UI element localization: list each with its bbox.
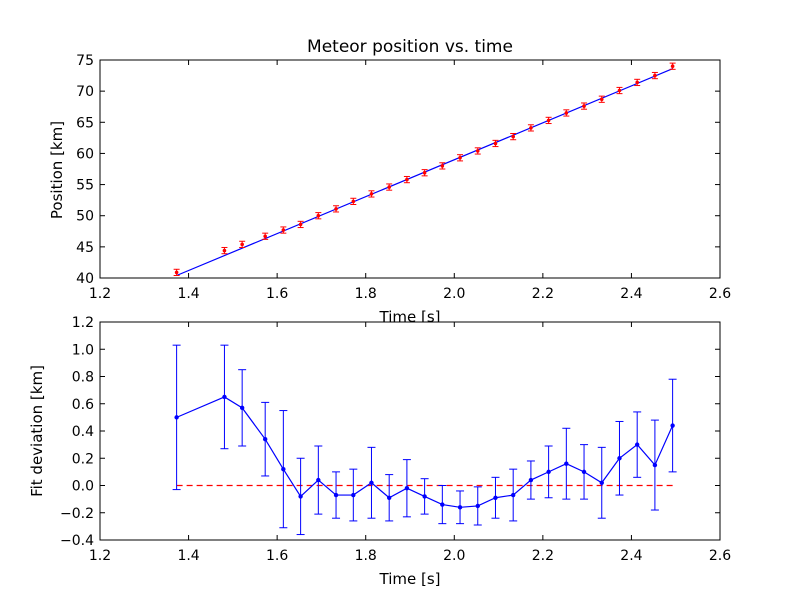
top-chart-0-xtick-label: 1.4 xyxy=(177,286,199,302)
deviation-point xyxy=(281,466,286,472)
bottom-chart-1-xtick-label: 2.4 xyxy=(620,548,642,564)
bottom-chart-ylabel: Fit deviation [km] xyxy=(28,365,46,497)
position-point xyxy=(240,242,244,247)
top-chart-0-ytick-label: 50 xyxy=(76,209,94,225)
bottom-chart-xlabel: Time [s] xyxy=(379,570,441,588)
bottom-chart-1-xtick-label: 1.6 xyxy=(266,548,288,564)
position-point xyxy=(422,170,427,175)
deviation-point xyxy=(262,436,268,442)
position-point xyxy=(369,192,374,196)
position-point xyxy=(493,141,498,146)
position-point xyxy=(635,80,639,85)
bottom-chart-1-ytick-label: 1.0 xyxy=(72,342,94,358)
deviation-point xyxy=(239,405,245,411)
top-chart-0-xtick-label: 2.2 xyxy=(532,286,554,302)
bottom-chart-1-xtick-label: 2.6 xyxy=(709,548,731,564)
deviation-point xyxy=(404,486,410,491)
deviation-point xyxy=(564,461,569,466)
position-point xyxy=(387,185,391,189)
position-point xyxy=(281,228,286,232)
deviation-point xyxy=(457,505,463,510)
bottom-chart-1-xtick-label: 1.8 xyxy=(355,548,377,564)
deviation-point xyxy=(493,495,498,500)
deviation-point xyxy=(617,456,622,461)
bottom-chart-1-ytick-label: −0.4 xyxy=(60,533,94,549)
top-chart-0-xtick-label: 1.8 xyxy=(355,286,377,302)
position-point xyxy=(440,164,445,168)
deviation-point xyxy=(222,394,227,400)
top-chart-frame xyxy=(99,59,721,279)
bottom-chart-1-ytick-label: 0.6 xyxy=(72,397,94,413)
position-point xyxy=(334,207,338,211)
bottom-chart-1-xtick-label: 1.2 xyxy=(89,548,111,564)
deviation-point xyxy=(369,480,374,485)
deviation-point xyxy=(652,462,658,468)
deviation-point xyxy=(670,423,675,428)
deviation-point xyxy=(581,469,587,475)
deviation-point xyxy=(298,494,303,499)
top-chart-0-xtick-label: 2.6 xyxy=(709,286,731,302)
deviation-point xyxy=(546,469,551,475)
deviation-point xyxy=(475,503,480,509)
top-chart-title: Meteor position vs. time xyxy=(307,37,513,57)
deviation-point xyxy=(174,415,179,420)
top-chart-0-ytick-label: 55 xyxy=(76,178,94,194)
deviation-point xyxy=(386,495,392,500)
position-point xyxy=(653,73,657,78)
deviation-point xyxy=(351,492,356,498)
top-chart-0-xtick-label: 1.6 xyxy=(266,286,288,302)
position-point xyxy=(458,155,462,160)
bottom-chart-1-ytick-label: 0.4 xyxy=(72,424,94,440)
position-point xyxy=(316,213,321,218)
deviation-point xyxy=(510,492,516,498)
bottom-chart-1-ytick-label: 0.2 xyxy=(72,451,94,467)
position-point xyxy=(617,88,622,93)
position-point xyxy=(582,104,586,108)
position-point xyxy=(670,64,675,69)
bottom-chart-1-xtick-label: 2.2 xyxy=(532,548,554,564)
deviation-point xyxy=(528,477,534,483)
bottom-chart-1-ytick-label: 0.8 xyxy=(72,370,94,386)
bottom-chart-1-ytick-label: 0.0 xyxy=(72,479,94,495)
deviation-point xyxy=(422,494,427,499)
top-chart-0-ytick-label: 45 xyxy=(76,240,94,256)
deviation-point xyxy=(634,442,640,447)
position-point xyxy=(405,177,409,182)
position-point xyxy=(546,118,551,123)
position-point xyxy=(222,248,227,253)
position-point xyxy=(263,234,267,239)
deviation-point xyxy=(333,492,339,498)
bottom-chart-1-xtick-label: 2.0 xyxy=(443,548,465,564)
position-point xyxy=(174,270,179,275)
top-chart-0-xtick-label: 2.0 xyxy=(443,286,465,302)
top-chart-0-ytick-label: 60 xyxy=(76,146,94,162)
bottom-chart-1-ytick-label: −0.2 xyxy=(60,506,94,522)
bottom-chart: 1.2 1.4 1.6 1.8 2.0 2.2 2.4 2.6 −0.4 −0.2 0.0 0.2 0.… xyxy=(60,315,731,564)
deviation-point xyxy=(599,480,604,485)
position-point xyxy=(298,222,303,227)
bottom-chart-plot-area xyxy=(100,322,720,540)
top-chart: 1.2 1.4 1.6 1.8 2.0 2.2 2.4 2.6 40 45 50 55 60 65 70 75 xyxy=(76,53,731,302)
position-point xyxy=(529,126,533,130)
top-chart-0-ytick-label: 40 xyxy=(76,271,94,287)
position-point xyxy=(511,134,515,139)
bottom-chart-1-xtick-label: 1.4 xyxy=(177,548,199,564)
top-chart-0-ytick-label: 75 xyxy=(76,53,94,69)
position-point xyxy=(351,199,356,204)
deviation-point xyxy=(316,477,321,483)
bottom-chart-1-ytick-label: 1.2 xyxy=(72,315,94,331)
top-chart-plot-area xyxy=(100,60,720,278)
position-point xyxy=(475,149,480,153)
position-point xyxy=(564,111,569,115)
top-chart-0-xtick-label: 2.4 xyxy=(620,286,642,302)
top-chart-0-ytick-label: 65 xyxy=(76,115,94,131)
top-chart-ylabel: Position [km] xyxy=(48,121,66,219)
position-point xyxy=(599,97,604,102)
top-chart-0-ytick-label: 70 xyxy=(76,84,94,100)
deviation-point xyxy=(440,502,445,507)
top-chart-0-xtick-label: 1.2 xyxy=(89,286,111,302)
